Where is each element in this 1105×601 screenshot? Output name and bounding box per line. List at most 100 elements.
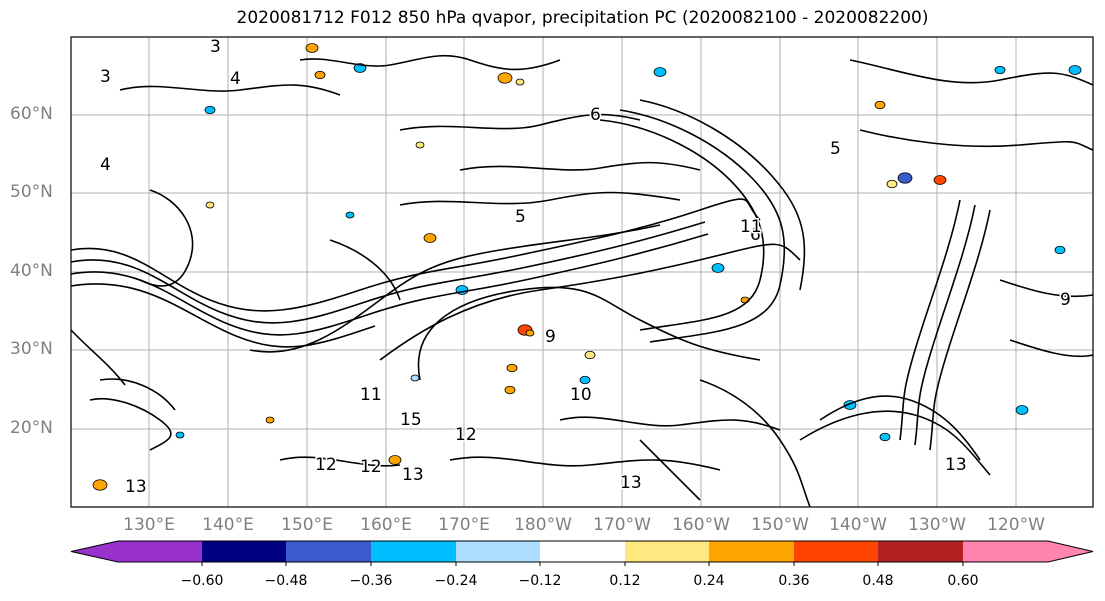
contour-line <box>849 59 1094 86</box>
lat-label: 40°N <box>10 261 53 281</box>
precipitation-cell <box>497 72 513 84</box>
precipitation-cell <box>874 100 886 110</box>
contour-line <box>799 410 991 476</box>
precipitation-cell <box>653 67 667 77</box>
lon-label: 170°W <box>593 515 651 535</box>
contour-label: 13 <box>125 477 147 497</box>
contour-label: 4 <box>230 69 241 89</box>
precipitation-cell <box>994 65 1006 75</box>
lon-label: 130°E <box>123 515 175 535</box>
precipitation-cell <box>345 211 355 219</box>
precipitation-cell <box>1068 65 1082 75</box>
graticule <box>71 37 1093 507</box>
colorbar-segment <box>286 541 371 562</box>
precipitation-cell <box>515 78 525 86</box>
contour-line <box>699 379 811 508</box>
colorbar-tick: 0.60 <box>947 573 979 589</box>
contour-label: 11 <box>360 385 382 405</box>
contour-line <box>599 119 765 331</box>
contour-line <box>914 204 976 446</box>
precipitation-cell <box>388 455 402 465</box>
contour-line <box>417 286 761 381</box>
figure-title: 2020081712 F012 850 hPa qvapor, precipit… <box>236 8 929 28</box>
contour-line <box>929 209 991 451</box>
contour-line <box>70 233 709 336</box>
precipitation-cell <box>584 350 596 360</box>
contour-label: 4 <box>100 155 111 175</box>
precipitation-cell <box>897 172 913 184</box>
contour-label: 13 <box>620 473 642 493</box>
contour-line <box>449 456 721 471</box>
precipitation-shading <box>92 43 1082 491</box>
colorbar-tick: −0.48 <box>264 573 308 589</box>
lon-label: 150°W <box>751 515 809 535</box>
contour-line <box>89 397 172 451</box>
precipitation-cell <box>879 432 891 442</box>
contour-line <box>459 161 701 171</box>
precipitation-cell <box>579 375 591 385</box>
contour-line <box>329 239 401 301</box>
lon-label: 150°E <box>281 515 333 535</box>
colorbar-segment <box>709 541 794 562</box>
lon-label: 160°W <box>672 515 730 535</box>
contour-line <box>399 113 641 131</box>
precipitation-cell <box>410 374 420 382</box>
contour-label: 5 <box>515 207 526 227</box>
lat-label: 50°N <box>10 182 53 202</box>
precipitation-cell <box>711 263 725 273</box>
contour-label: 3 <box>210 37 221 57</box>
colorbar-segment <box>794 541 878 562</box>
contour-line <box>70 198 761 312</box>
contour-label: 12 <box>315 455 337 475</box>
colorbar-tick: −0.24 <box>434 573 478 589</box>
lon-label: 120°W <box>987 515 1045 535</box>
lon-label: 170°E <box>438 515 490 535</box>
colorbar-segment <box>963 541 1048 562</box>
lat-label: 20°N <box>10 418 53 438</box>
contour-line <box>70 221 706 324</box>
contour-label: 10 <box>570 385 592 405</box>
precipitation-cell <box>204 105 216 115</box>
contour-line <box>139 189 194 287</box>
colorbar <box>70 540 1094 566</box>
colorbar-segment <box>118 541 202 562</box>
contour-line <box>559 416 781 431</box>
contour-line <box>999 279 1094 298</box>
contour-line <box>1009 339 1094 358</box>
precipitation-cell <box>92 479 108 491</box>
contour-line <box>119 84 341 96</box>
contour-label: 11 <box>740 217 762 237</box>
contour-line <box>859 129 1094 151</box>
contour-line <box>639 99 806 291</box>
precipitation-cell <box>886 179 898 189</box>
colorbar-segment <box>540 541 625 562</box>
precipitation-cell <box>1015 405 1029 415</box>
contour-line <box>99 378 176 411</box>
contour-line <box>899 199 961 441</box>
contour-line <box>639 439 701 501</box>
precipitation-cell <box>265 416 275 424</box>
colorbar-tick: 0.12 <box>609 573 641 589</box>
lon-label: 180°W <box>514 515 572 535</box>
colorbar-tick: −0.12 <box>518 573 562 589</box>
contour-label: 13 <box>945 455 967 475</box>
colorbar-segment <box>456 541 540 562</box>
contour-line <box>399 191 681 206</box>
contour-line <box>70 329 126 386</box>
precipitation-cell <box>933 175 947 185</box>
precipitation-cell <box>1054 245 1066 255</box>
contour-label: 13 <box>402 465 424 485</box>
precipitation-cell <box>205 201 215 209</box>
colorbar-outline <box>70 540 1094 563</box>
colorbar-segment <box>878 541 963 562</box>
qvapor-contours <box>70 54 1094 508</box>
lat-label: 60°N <box>10 104 53 124</box>
colorbar-extend-high <box>1048 541 1093 562</box>
colorbar-tick: 0.48 <box>862 573 894 589</box>
contour-label: 9 <box>1060 290 1071 310</box>
precipitation-cell <box>314 70 326 80</box>
precipitation-cell <box>423 233 437 243</box>
contour-label: 6 <box>590 105 601 125</box>
